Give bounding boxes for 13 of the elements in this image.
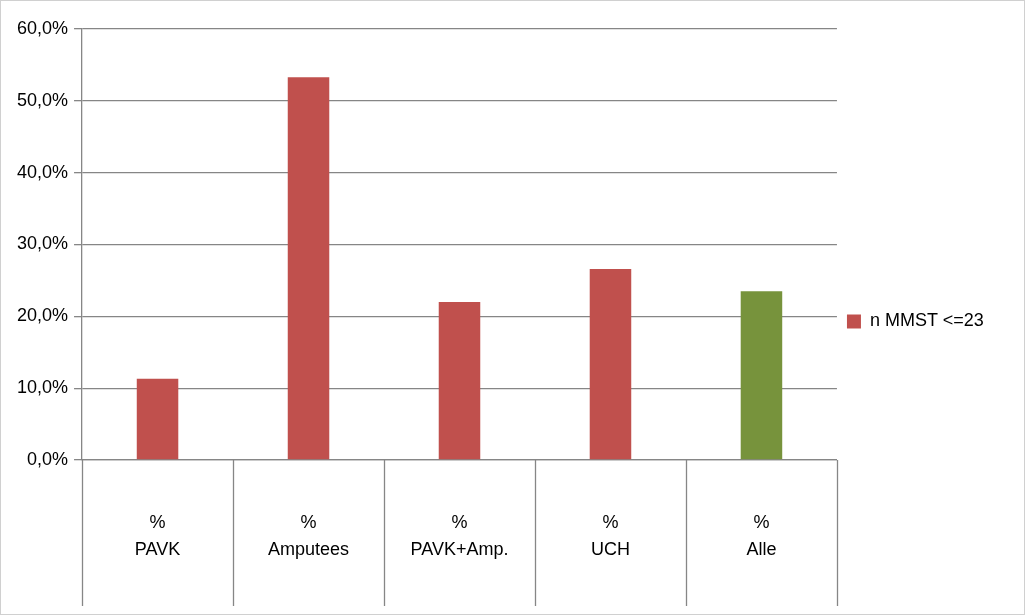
legend-label: n MMST <=23 — [869, 310, 984, 331]
y-tick-label: 60,0% — [16, 17, 69, 38]
y-tick-label: 30,0% — [16, 233, 69, 254]
x-tick-label: % Amputees — [267, 512, 350, 560]
y-tick-label: 50,0% — [16, 89, 69, 110]
x-tick-label: % PAVK — [134, 512, 181, 560]
x-tick-label: % PAVK+Amp. — [410, 512, 509, 560]
y-tick-label: 20,0% — [16, 305, 69, 326]
y-tick-label: 0,0% — [27, 448, 69, 469]
x-tick-label: % UCH — [590, 512, 630, 560]
y-tick-label: 40,0% — [16, 161, 69, 182]
x-tick-label: % Alle — [746, 512, 777, 560]
y-tick-label: 10,0% — [16, 377, 69, 398]
